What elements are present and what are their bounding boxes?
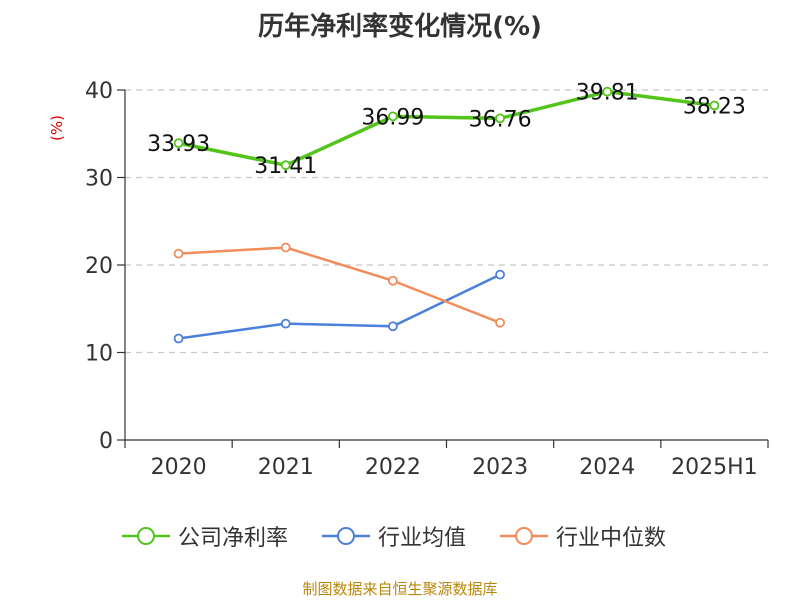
- data-labels: 33.93 31.41 36.99 36.76 39.81 38.23: [147, 81, 746, 180]
- chart-title: 历年净利率变化情况(%): [258, 12, 542, 42]
- x-tick-label: 2023: [472, 455, 528, 480]
- y-axis-label: (%): [48, 115, 66, 141]
- data-point: [388, 111, 398, 122]
- x-tick-label: 2025H1: [671, 455, 758, 480]
- data-point: [280, 160, 291, 171]
- y-tick-label: 40: [85, 79, 113, 104]
- data-point: [173, 138, 184, 149]
- data-label: 38.23: [683, 94, 746, 119]
- data-label: 33.93: [147, 132, 210, 157]
- y-tick-label: 20: [85, 254, 113, 279]
- data-point: [280, 242, 291, 253]
- legend-label: 行业中位数: [556, 526, 667, 551]
- y-tick-label: 30: [85, 167, 113, 192]
- data-point: [495, 269, 505, 280]
- x-tick-label: 2020: [151, 455, 207, 480]
- legend-item-industry-median[interactable]: 行业中位数: [500, 520, 666, 552]
- legend-label: 公司净利率: [178, 526, 289, 551]
- data-point: [709, 100, 720, 111]
- data-label: 31.41: [254, 154, 317, 179]
- data-point: [495, 113, 505, 124]
- data-label: 36.76: [469, 107, 532, 132]
- axes: 0 10 20 30 40 2020 2021 2022 2023 2024 2025H1: [85, 79, 769, 480]
- y-tick-label: 10: [85, 342, 113, 367]
- x-tick-label: 2022: [365, 455, 421, 480]
- data-point: [602, 86, 613, 97]
- data-point: [388, 321, 398, 332]
- data-label: 36.99: [361, 105, 424, 130]
- x-tick-label: 2021: [258, 455, 314, 480]
- series-line: [178, 273, 501, 340]
- legend-item-industry-mean[interactable]: 行业均值: [322, 520, 466, 552]
- legend-marker-icon: [122, 527, 170, 545]
- legend-marker-icon: [322, 527, 370, 545]
- data-point: [495, 317, 505, 328]
- data-point: [388, 275, 398, 286]
- series-line: [178, 89, 715, 167]
- data-point: [280, 318, 291, 329]
- legend-marker-icon: [500, 527, 548, 545]
- data-point: [173, 333, 184, 344]
- legend-label: 行业均值: [378, 526, 467, 551]
- x-tick-label: 2024: [579, 455, 635, 480]
- source-note: 制图数据来自恒生聚源数据库: [302, 580, 498, 598]
- series: [173, 86, 720, 344]
- series-line: [178, 246, 501, 324]
- data-label: 39.81: [576, 81, 639, 106]
- legend-item-company[interactable]: 公司净利率: [122, 520, 288, 552]
- gridlines: [125, 89, 768, 354]
- data-point: [173, 248, 184, 259]
- y-tick-label: 0: [99, 429, 113, 454]
